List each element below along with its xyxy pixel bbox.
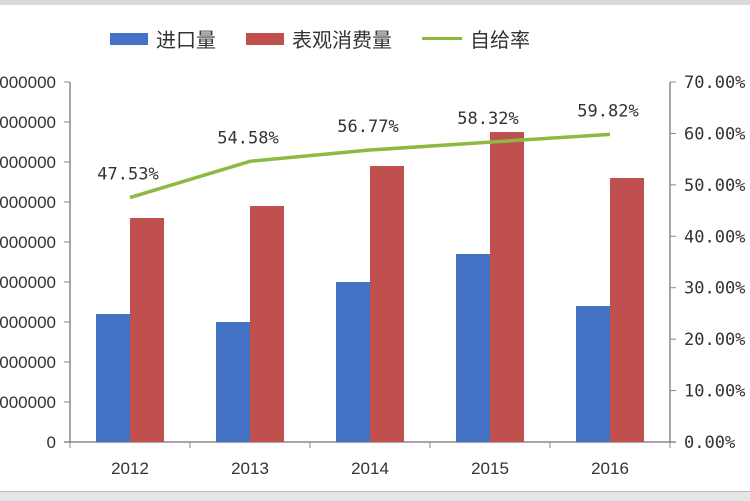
data-label: 59.82%: [577, 101, 638, 121]
left-tick-label: 8000000: [0, 113, 56, 132]
bar-consumption: [490, 132, 524, 442]
left-tick-label: 2000000: [0, 353, 56, 372]
left-tick-label: 6000000: [0, 193, 56, 212]
data-label: 58.32%: [457, 109, 518, 129]
legend-item-consumption: 表观消费量: [246, 24, 392, 53]
top-border: [0, 0, 750, 5]
bar-consumption: [370, 166, 404, 442]
right-tick-label: 50.00%: [684, 176, 745, 196]
left-tick-label: 5000000: [0, 233, 56, 252]
legend: 进口量 表观消费量 自给率: [110, 24, 560, 53]
right-tick-label: 10.00%: [684, 382, 745, 402]
left-tick-label: 7000000: [0, 153, 56, 172]
bar-import: [96, 314, 130, 442]
right-tick-label: 30.00%: [684, 279, 745, 299]
right-tick-label: 40.00%: [684, 227, 745, 247]
x-tick-label: 2013: [231, 459, 269, 478]
right-tick-label: 20.00%: [684, 330, 745, 350]
bottom-border: [0, 491, 750, 501]
data-label: 56.77%: [337, 117, 398, 137]
line-self-sufficiency: [129, 132, 611, 200]
left-tick-label: 1000000: [0, 393, 56, 412]
left-tick-label: 4000000: [0, 273, 56, 292]
legend-line: [422, 37, 462, 40]
left-tick-label: 3000000: [0, 313, 56, 332]
bar-consumption: [250, 206, 284, 442]
x-tick-label: 2012: [111, 459, 149, 478]
legend-label: 自给率: [470, 28, 530, 52]
bar-consumption: [610, 178, 644, 442]
legend-label: 进口量: [156, 28, 216, 52]
data-label: 54.58%: [217, 128, 278, 148]
x-tick-label: 2014: [351, 459, 389, 478]
legend-label: 表观消费量: [292, 28, 392, 52]
bar-import: [336, 282, 370, 442]
legend-swatch: [246, 32, 284, 45]
legend-item-self-sufficiency: 自给率: [422, 24, 530, 53]
left-tick-label: 9000000: [0, 73, 56, 92]
bar-import: [456, 254, 490, 442]
bar-import: [576, 306, 610, 442]
right-tick-label: 60.00%: [684, 124, 745, 144]
x-tick-label: 2016: [591, 459, 629, 478]
right-tick-label: 70.00%: [684, 73, 745, 93]
bar-consumption: [130, 218, 164, 442]
legend-item-import: 进口量: [110, 24, 216, 53]
left-tick-label: 0: [47, 433, 56, 452]
x-tick-label: 2015: [471, 459, 509, 478]
data-label: 47.53%: [97, 165, 158, 185]
legend-swatch: [110, 32, 148, 45]
right-tick-label: 0.00%: [684, 433, 735, 453]
bar-import: [216, 322, 250, 442]
